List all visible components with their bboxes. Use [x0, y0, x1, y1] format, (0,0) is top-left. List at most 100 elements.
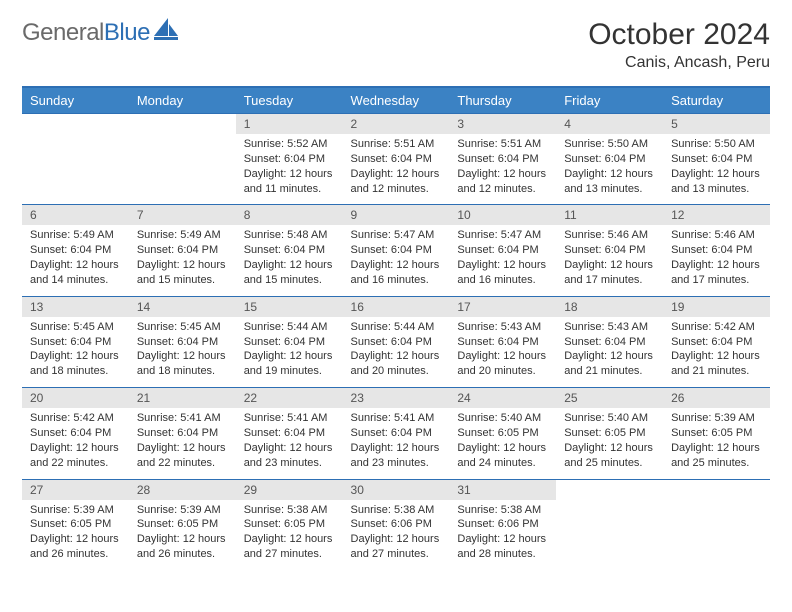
- sunset-line: Sunset: 6:04 PM: [30, 426, 121, 441]
- daylight-line: Daylight: 12 hours and 20 minutes.: [457, 349, 548, 379]
- day-number-row: 6789101112: [22, 205, 770, 226]
- sunrise-line: Sunrise: 5:41 AM: [351, 411, 442, 426]
- day-details-cell: Sunrise: 5:39 AMSunset: 6:05 PMDaylight:…: [129, 500, 236, 570]
- day-number-cell: 24: [449, 388, 556, 409]
- day-number-row: 13141516171819: [22, 296, 770, 317]
- daylight-line: Daylight: 12 hours and 12 minutes.: [457, 167, 548, 197]
- sunrise-line: Sunrise: 5:40 AM: [457, 411, 548, 426]
- sunset-line: Sunset: 6:04 PM: [137, 426, 228, 441]
- day-details-cell: Sunrise: 5:49 AMSunset: 6:04 PMDaylight:…: [22, 225, 129, 296]
- day-details-cell: Sunrise: 5:49 AMSunset: 6:04 PMDaylight:…: [129, 225, 236, 296]
- day-number-cell: 4: [556, 114, 663, 135]
- daylight-line: Daylight: 12 hours and 12 minutes.: [351, 167, 442, 197]
- daylight-line: Daylight: 12 hours and 22 minutes.: [30, 441, 121, 471]
- day-details-row: Sunrise: 5:39 AMSunset: 6:05 PMDaylight:…: [22, 500, 770, 570]
- sunrise-line: Sunrise: 5:50 AM: [564, 137, 655, 152]
- day-number-cell: 17: [449, 296, 556, 317]
- sunset-line: Sunset: 6:06 PM: [351, 517, 442, 532]
- day-number-cell: 23: [343, 388, 450, 409]
- day-details-cell: Sunrise: 5:48 AMSunset: 6:04 PMDaylight:…: [236, 225, 343, 296]
- sunrise-line: Sunrise: 5:38 AM: [457, 503, 548, 518]
- sunrise-line: Sunrise: 5:44 AM: [244, 320, 335, 335]
- day-details-cell: Sunrise: 5:44 AMSunset: 6:04 PMDaylight:…: [236, 317, 343, 388]
- day-number-cell: 19: [663, 296, 770, 317]
- daylight-line: Daylight: 12 hours and 18 minutes.: [30, 349, 121, 379]
- sunrise-line: Sunrise: 5:47 AM: [351, 228, 442, 243]
- sunrise-line: Sunrise: 5:44 AM: [351, 320, 442, 335]
- daylight-line: Daylight: 12 hours and 20 minutes.: [351, 349, 442, 379]
- daylight-line: Daylight: 12 hours and 24 minutes.: [457, 441, 548, 471]
- sunrise-line: Sunrise: 5:38 AM: [351, 503, 442, 518]
- day-number-cell: [22, 114, 129, 135]
- sunrise-line: Sunrise: 5:39 AM: [137, 503, 228, 518]
- day-number-cell: 31: [449, 479, 556, 500]
- daylight-line: Daylight: 12 hours and 11 minutes.: [244, 167, 335, 197]
- day-number-cell: 18: [556, 296, 663, 317]
- location: Canis, Ancash, Peru: [588, 54, 770, 72]
- sunrise-line: Sunrise: 5:43 AM: [564, 320, 655, 335]
- sunset-line: Sunset: 6:06 PM: [457, 517, 548, 532]
- sunset-line: Sunset: 6:04 PM: [457, 243, 548, 258]
- sunset-line: Sunset: 6:04 PM: [564, 335, 655, 350]
- sunset-line: Sunset: 6:04 PM: [457, 152, 548, 167]
- day-number-cell: 11: [556, 205, 663, 226]
- daylight-line: Daylight: 12 hours and 14 minutes.: [30, 258, 121, 288]
- daylight-line: Daylight: 12 hours and 23 minutes.: [351, 441, 442, 471]
- sunset-line: Sunset: 6:04 PM: [244, 152, 335, 167]
- daylight-line: Daylight: 12 hours and 15 minutes.: [244, 258, 335, 288]
- sunrise-line: Sunrise: 5:52 AM: [244, 137, 335, 152]
- sunset-line: Sunset: 6:05 PM: [564, 426, 655, 441]
- day-number-cell: 25: [556, 388, 663, 409]
- sunset-line: Sunset: 6:05 PM: [671, 426, 762, 441]
- weekday-header: Sunday: [22, 87, 129, 114]
- day-details-cell: Sunrise: 5:39 AMSunset: 6:05 PMDaylight:…: [22, 500, 129, 570]
- day-details-cell: Sunrise: 5:47 AMSunset: 6:04 PMDaylight:…: [449, 225, 556, 296]
- sunrise-line: Sunrise: 5:39 AM: [30, 503, 121, 518]
- day-number-cell: 27: [22, 479, 129, 500]
- day-details-cell: Sunrise: 5:50 AMSunset: 6:04 PMDaylight:…: [663, 134, 770, 205]
- day-number-cell: 3: [449, 114, 556, 135]
- day-number-cell: 2: [343, 114, 450, 135]
- day-details-cell: Sunrise: 5:44 AMSunset: 6:04 PMDaylight:…: [343, 317, 450, 388]
- title-block: October 2024 Canis, Ancash, Peru: [588, 18, 770, 72]
- daylight-line: Daylight: 12 hours and 15 minutes.: [137, 258, 228, 288]
- sunset-line: Sunset: 6:04 PM: [30, 243, 121, 258]
- sunrise-line: Sunrise: 5:43 AM: [457, 320, 548, 335]
- sunset-line: Sunset: 6:04 PM: [564, 243, 655, 258]
- sunrise-line: Sunrise: 5:46 AM: [671, 228, 762, 243]
- day-details-cell: Sunrise: 5:52 AMSunset: 6:04 PMDaylight:…: [236, 134, 343, 205]
- sunrise-line: Sunrise: 5:38 AM: [244, 503, 335, 518]
- day-details-cell: Sunrise: 5:40 AMSunset: 6:05 PMDaylight:…: [449, 408, 556, 479]
- sunrise-line: Sunrise: 5:48 AM: [244, 228, 335, 243]
- day-details-cell: Sunrise: 5:38 AMSunset: 6:06 PMDaylight:…: [343, 500, 450, 570]
- sunset-line: Sunset: 6:04 PM: [30, 335, 121, 350]
- daylight-line: Daylight: 12 hours and 21 minutes.: [671, 349, 762, 379]
- day-details-row: Sunrise: 5:45 AMSunset: 6:04 PMDaylight:…: [22, 317, 770, 388]
- sunrise-line: Sunrise: 5:42 AM: [671, 320, 762, 335]
- day-number-cell: 22: [236, 388, 343, 409]
- sunset-line: Sunset: 6:04 PM: [564, 152, 655, 167]
- day-number-cell: [663, 479, 770, 500]
- day-number-row: 12345: [22, 114, 770, 135]
- day-number-row: 2728293031: [22, 479, 770, 500]
- sunset-line: Sunset: 6:05 PM: [244, 517, 335, 532]
- sunset-line: Sunset: 6:04 PM: [457, 335, 548, 350]
- daylight-line: Daylight: 12 hours and 16 minutes.: [457, 258, 548, 288]
- day-number-cell: 29: [236, 479, 343, 500]
- day-details-row: Sunrise: 5:52 AMSunset: 6:04 PMDaylight:…: [22, 134, 770, 205]
- day-details-cell: Sunrise: 5:41 AMSunset: 6:04 PMDaylight:…: [343, 408, 450, 479]
- header: GeneralBlue October 2024 Canis, Ancash, …: [22, 18, 770, 72]
- daylight-line: Daylight: 12 hours and 16 minutes.: [351, 258, 442, 288]
- day-details-cell: Sunrise: 5:46 AMSunset: 6:04 PMDaylight:…: [663, 225, 770, 296]
- day-number-cell: 7: [129, 205, 236, 226]
- day-number-cell: 14: [129, 296, 236, 317]
- daylight-line: Daylight: 12 hours and 25 minutes.: [671, 441, 762, 471]
- daylight-line: Daylight: 12 hours and 17 minutes.: [671, 258, 762, 288]
- sunrise-line: Sunrise: 5:51 AM: [351, 137, 442, 152]
- day-details-cell: Sunrise: 5:47 AMSunset: 6:04 PMDaylight:…: [343, 225, 450, 296]
- daylight-line: Daylight: 12 hours and 19 minutes.: [244, 349, 335, 379]
- day-details-cell: Sunrise: 5:46 AMSunset: 6:04 PMDaylight:…: [556, 225, 663, 296]
- day-number-cell: 16: [343, 296, 450, 317]
- day-details-cell: Sunrise: 5:38 AMSunset: 6:06 PMDaylight:…: [449, 500, 556, 570]
- sunrise-line: Sunrise: 5:49 AM: [30, 228, 121, 243]
